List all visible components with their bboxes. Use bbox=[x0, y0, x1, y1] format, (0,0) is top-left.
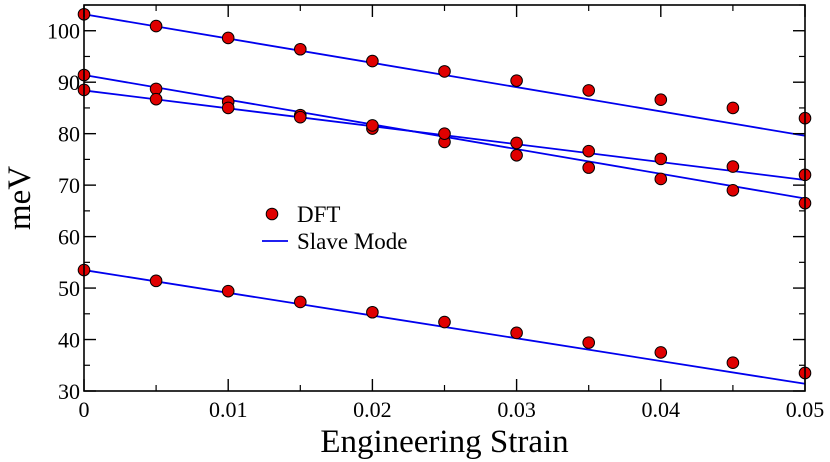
x-tick-label: 0 bbox=[79, 397, 90, 422]
data-point bbox=[654, 93, 668, 106]
data-point bbox=[726, 183, 740, 197]
data-markers bbox=[77, 7, 812, 380]
y-tick-label: 50 bbox=[58, 276, 80, 301]
y-tick-label: 90 bbox=[58, 70, 80, 95]
data-point bbox=[726, 101, 740, 115]
x-axis-title: Engineering Strain bbox=[320, 424, 568, 460]
data-point bbox=[366, 54, 379, 68]
data-point bbox=[149, 19, 163, 33]
data-point bbox=[510, 326, 523, 340]
legend-label-dft: DFT bbox=[297, 202, 340, 227]
data-point bbox=[221, 31, 235, 45]
data-point bbox=[294, 42, 307, 56]
x-tick-label: 0.01 bbox=[209, 397, 248, 422]
data-point bbox=[294, 295, 307, 309]
tick-labels: 0 0.01 0.02 0.03 0.04 0.05 30 40 50 60 70 80 90 100 bbox=[47, 19, 824, 422]
data-point bbox=[582, 161, 596, 174]
data-point bbox=[294, 110, 307, 124]
data-point bbox=[438, 315, 451, 329]
y-tick-label: 40 bbox=[58, 328, 80, 353]
data-point bbox=[654, 172, 668, 186]
data-point bbox=[366, 119, 379, 132]
legend-label-slave-mode: Slave Mode bbox=[297, 229, 408, 254]
data-point bbox=[366, 305, 379, 319]
data-point bbox=[149, 274, 163, 288]
data-point bbox=[510, 136, 523, 150]
data-point bbox=[149, 92, 163, 106]
legend-marker-dft bbox=[265, 207, 279, 221]
axis-ticks bbox=[83, 4, 806, 392]
y-axis-title: meV bbox=[2, 166, 38, 230]
x-tick-label: 0.05 bbox=[786, 397, 825, 422]
y-tick-label: 100 bbox=[47, 19, 80, 44]
data-point bbox=[654, 346, 668, 359]
y-tick-label: 30 bbox=[58, 379, 80, 404]
data-point bbox=[726, 356, 740, 369]
y-tick-label: 70 bbox=[58, 173, 80, 198]
x-tick-label: 0.03 bbox=[497, 397, 536, 422]
data-point bbox=[510, 74, 523, 87]
data-point bbox=[582, 144, 596, 158]
data-point bbox=[726, 160, 740, 173]
y-tick-label: 60 bbox=[58, 225, 80, 250]
plot-frame bbox=[83, 4, 806, 392]
data-point bbox=[221, 101, 235, 115]
legend: DFT Slave Mode bbox=[262, 202, 408, 254]
data-point bbox=[510, 148, 523, 162]
data-point bbox=[438, 65, 451, 78]
data-point bbox=[438, 127, 451, 140]
y-tick-label: 80 bbox=[58, 122, 80, 147]
x-tick-label: 0.04 bbox=[642, 397, 681, 422]
data-point bbox=[654, 152, 668, 166]
data-point bbox=[221, 284, 235, 298]
data-point bbox=[582, 336, 596, 349]
x-tick-label: 0.02 bbox=[353, 397, 392, 422]
data-point bbox=[582, 84, 596, 97]
